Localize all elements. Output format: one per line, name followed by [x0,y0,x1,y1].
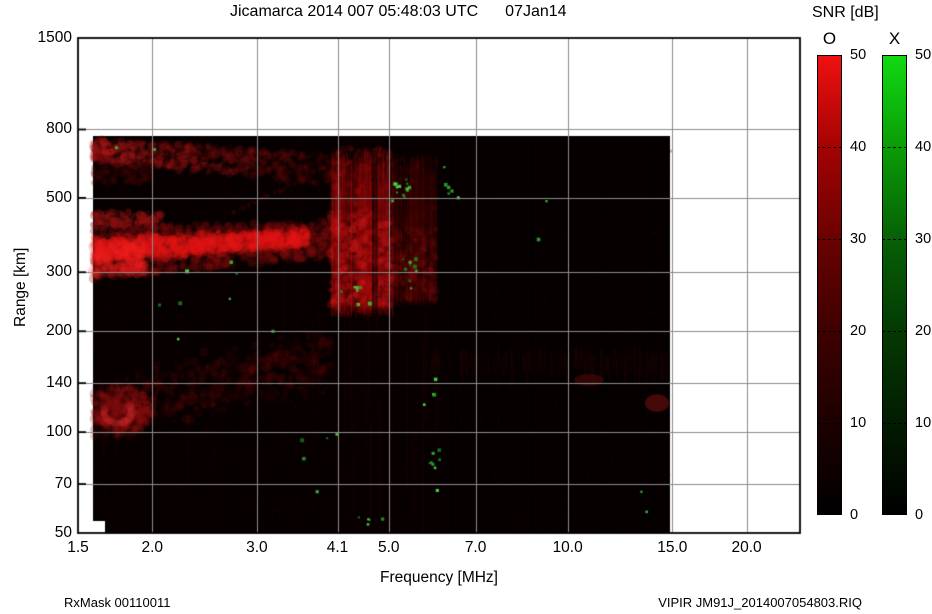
colorbar-o-tickmark-40 [817,147,842,148]
plot-title-main: Jicamarca 2014 007 05:48:03 UTC [230,3,479,20]
colorbar-title: SNR [dB] [812,4,879,21]
y-tick-label-1500: 1500 [37,29,72,46]
rxmask-text: RxMask 00110011 [64,595,171,610]
y-axis-label: Range [km] [12,247,29,327]
x-tick-label-15.0: 15.0 [657,539,688,556]
y-tick-label-500: 500 [46,188,72,206]
colorbar-x-tick-30: 30 [915,231,932,247]
colorbar-o-tickmark-20 [817,331,842,332]
colorbar-x-tickmark-40 [882,147,907,148]
y-tick-label-300: 300 [46,263,72,281]
x-tick-label-5.0: 5.0 [377,539,400,556]
x-tick-label-2.0: 2.0 [141,539,164,556]
x-mode-colorbar [882,55,907,515]
colorbar-o-tick-10: 10 [850,415,867,431]
source-file-text: VIPIR JM91J_2014007054803.RIQ [658,595,862,610]
colorbar-x-tick-50: 50 [915,47,932,63]
plot-title-date: 07Jan14 [505,3,567,20]
colorbar-o-tick-50: 50 [850,47,867,63]
colorbar-x-tick-20: 20 [915,323,932,339]
colorbar-o-tick-0: 0 [850,507,859,523]
y-tick-label-100: 100 [46,423,72,441]
x-tick-label-10.0: 10.0 [552,539,583,556]
x-tick-label-4.1: 4.1 [326,539,349,556]
x-tick-label-20.0: 20.0 [731,539,762,556]
colorbar-o-tickmark-30 [817,239,842,240]
x-tick-label-1.5: 1.5 [67,539,89,556]
colorbar-x-tick-40: 40 [915,139,932,155]
y-tick-label-70: 70 [54,475,72,493]
plot-title: Jicamarca 2014 007 05:48:03 UTC 07Jan14 [230,3,567,21]
colorbar-x-tick-10: 10 [915,415,932,431]
colorbar-x-tick-0: 0 [915,507,924,523]
colorbar-o-tick-20: 20 [850,323,867,339]
y-tick-label-140: 140 [46,374,72,392]
colorbar-x-tickmark-20 [882,331,907,332]
x-tick-label-7.0: 7.0 [464,539,487,556]
x-axis-label: Frequency [MHz] [379,569,498,586]
o-mode-colorbar [817,55,842,515]
colorbar-o-tick-40: 40 [850,139,867,155]
colorbar-o-tick-30: 30 [850,231,867,247]
y-tick-label-50: 50 [54,524,72,541]
colorbar-o-tickmark-10 [817,423,842,424]
y-tick-label-200: 200 [46,322,72,340]
y-tick-label-800: 800 [46,120,72,138]
o-mode-label: O [822,29,837,48]
colorbar-x-tickmark-30 [882,239,907,240]
x-mode-label: X [888,29,901,48]
colorbar-x-tickmark-10 [882,423,907,424]
x-tick-label-3.0: 3.0 [246,539,268,556]
